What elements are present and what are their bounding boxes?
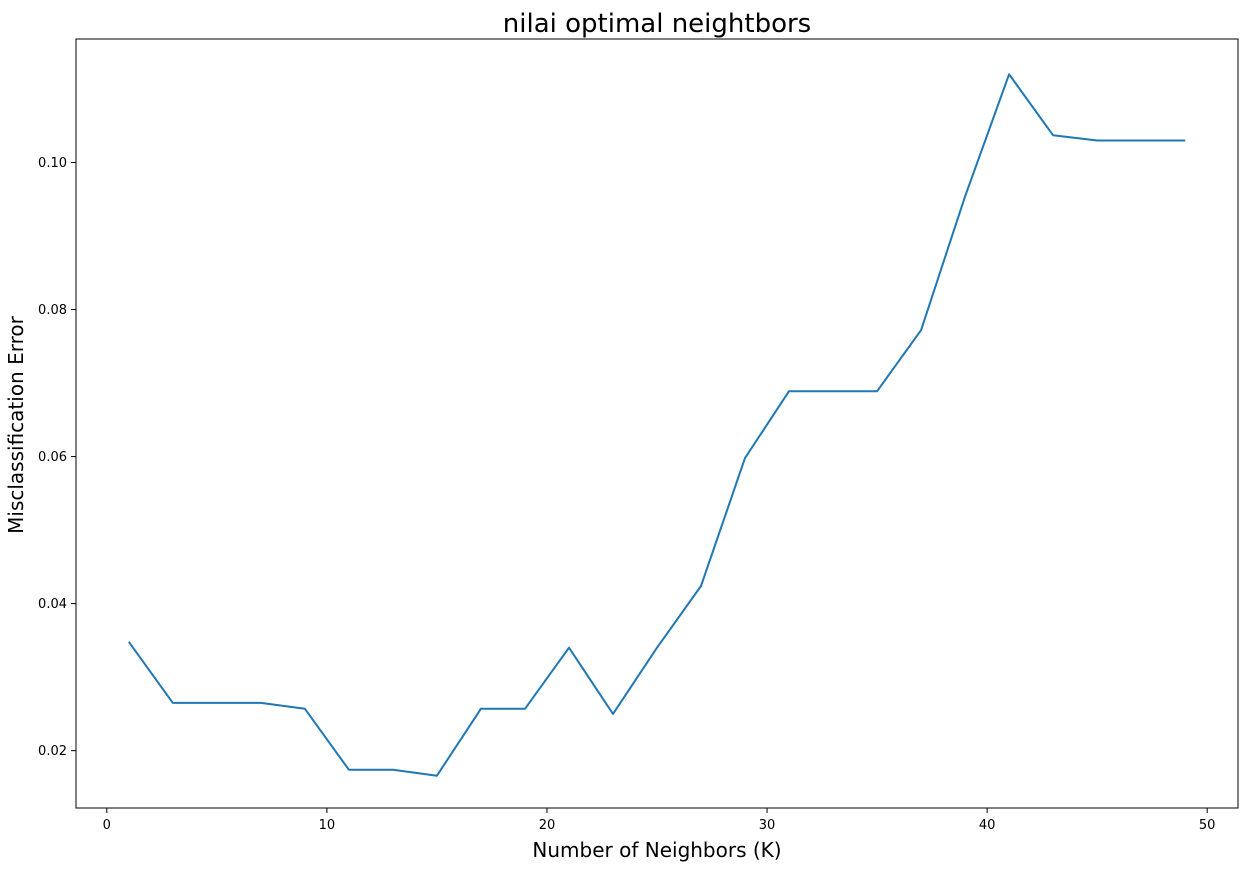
plot-frame (75, 38, 1239, 809)
x-tick-label: 40 (979, 818, 996, 833)
x-axis-ticks: 0 10 20 30 40 50 (103, 808, 1216, 833)
series-line-0 (127, 73, 1186, 777)
y-tick-label: 0.06 (38, 450, 67, 465)
chart-title: nilai optimal neightbors (503, 9, 811, 39)
y-tick-label: 0.08 (38, 303, 67, 318)
plot-area (75, 38, 1239, 809)
x-tick-label: 50 (1199, 818, 1216, 833)
x-axis-title: Number of Neighbors (K) (532, 838, 781, 862)
y-tick-label: 0.10 (38, 156, 67, 171)
x-tick-label: 30 (759, 818, 776, 833)
y-axis-title: Misclassification Error (4, 315, 28, 533)
x-tick-label: 0 (103, 818, 111, 833)
x-tick-label: 10 (319, 818, 336, 833)
x-tick-label: 20 (539, 818, 556, 833)
y-tick-label: 0.02 (38, 744, 67, 759)
y-axis-ticks: 0.02 0.04 0.06 0.08 0.10 (38, 156, 76, 759)
y-tick-label: 0.04 (38, 597, 67, 612)
